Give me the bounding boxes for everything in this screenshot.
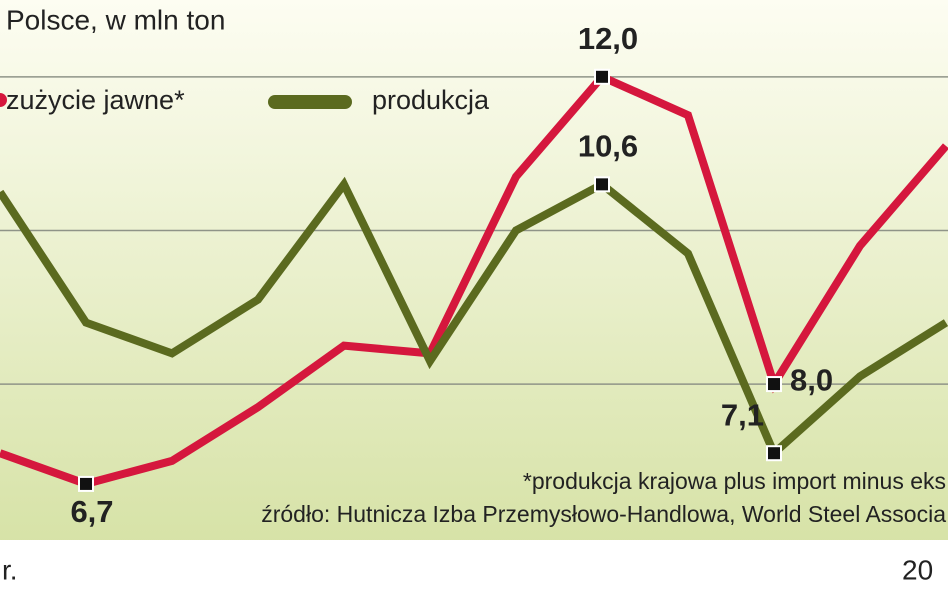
data-label: 12,0 — [578, 21, 638, 56]
series-line — [0, 176, 948, 460]
series-line — [0, 71, 948, 489]
data-label: 7,1 — [721, 397, 764, 432]
point-marker — [766, 376, 782, 393]
data-label: 10,6 — [578, 129, 638, 164]
x-tick-label: 20 — [902, 554, 933, 585]
point-marker — [78, 475, 94, 492]
point-marker — [594, 176, 610, 193]
data-label: 8,0 — [790, 362, 833, 397]
legend-label: zużycie jawne* — [6, 85, 185, 115]
point-marker — [594, 68, 610, 85]
x-tick-label: r. — [2, 554, 18, 585]
axis-band — [0, 540, 948, 593]
chart-title: Polsce, w mln ton — [6, 4, 225, 35]
data-label: 6,7 — [70, 494, 113, 529]
legend-label: produkcja — [372, 85, 490, 115]
point-marker — [766, 445, 782, 462]
source: źródło: Hutnicza Izba Przemysłowo-Handlo… — [261, 501, 946, 527]
footnote: *produkcja krajowa plus import minus eks — [523, 468, 946, 494]
